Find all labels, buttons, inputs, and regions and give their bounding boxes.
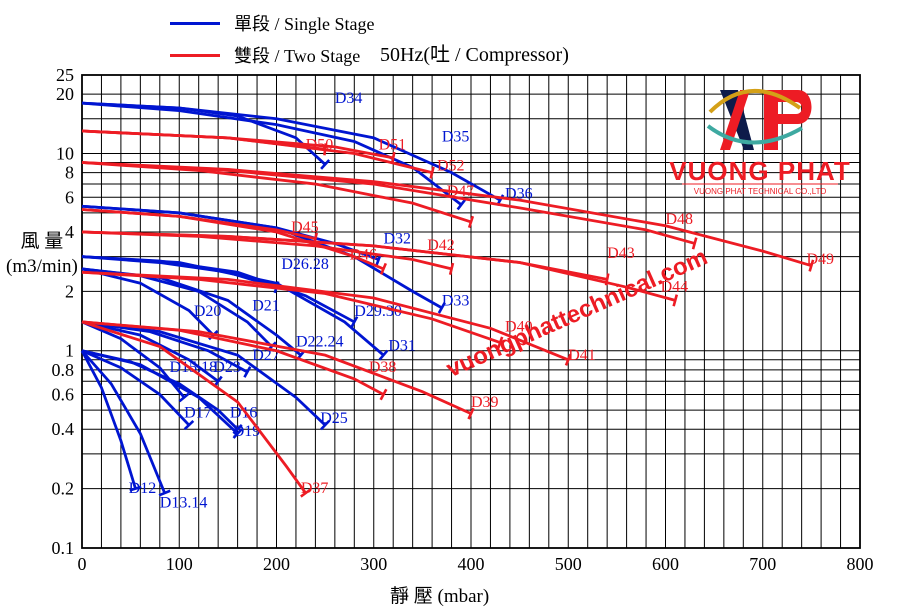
curve-label-D25: D25 — [320, 410, 348, 427]
x-tick-label: 200 — [263, 554, 290, 574]
curve-label-D34: D34 — [335, 90, 363, 107]
curve-label-D41: D41 — [568, 347, 596, 364]
y-tick-label: 10 — [56, 143, 74, 163]
curve-label-D45: D45 — [291, 219, 319, 236]
y-tick-label: 0.1 — [52, 538, 75, 558]
curve-label-D15.18: D15.18 — [170, 359, 218, 376]
y-tick-label: 25 — [56, 65, 74, 85]
curve-label-D37: D37 — [301, 480, 329, 497]
curve-label-D20: D20 — [194, 303, 222, 320]
y-axis: 0.1 0.2 0.4 0.6 0.81 2 4 6 810 2025 — [52, 65, 75, 558]
logo-line2: VUONG PHAT TECHNICAL CO.,LTD — [694, 187, 827, 196]
x-tick-label: 300 — [360, 554, 387, 574]
y-tick-label: 1 — [65, 341, 74, 361]
y-tick-label: 0.2 — [52, 479, 75, 499]
curve-label-D35: D35 — [442, 129, 470, 146]
curve-label-D51: D51 — [379, 136, 407, 153]
x-tick-label: 600 — [652, 554, 679, 574]
x-tick-label: 0 — [78, 554, 87, 574]
curve-label-D21: D21 — [252, 297, 280, 314]
curve-label-D49: D49 — [807, 251, 835, 268]
y-tick-label: 0.4 — [52, 419, 75, 439]
logo-line1: VUONG PHAT — [669, 156, 850, 186]
y-tick-label: 6 — [65, 187, 74, 207]
x-tick-label: 100 — [166, 554, 193, 574]
curve-label-D12: D12 — [129, 480, 157, 497]
curve-label-D31: D31 — [388, 338, 416, 355]
x-tick-label: 500 — [555, 554, 582, 574]
y-tick-label: 0.6 — [52, 385, 75, 405]
curve-label-D13.14: D13.14 — [160, 495, 208, 512]
chart-root: 單段 / Single Stage 雙段 / Two Stage 50Hz(吐 … — [0, 0, 900, 614]
chart-svg: 0 100 200 300 400 500 600 700 800 0.1 0.2 0.4 0.6 0.8… — [0, 0, 900, 614]
curve-label-D39: D39 — [471, 394, 499, 411]
curve-label-D16: D16 — [230, 404, 258, 421]
y-tick-label: 0.8 — [52, 360, 75, 380]
x-tick-label: 400 — [458, 554, 485, 574]
curve-label-D26.28: D26.28 — [281, 256, 329, 273]
x-tick-label: 800 — [847, 554, 874, 574]
y-tick-label: 20 — [56, 84, 74, 104]
curve-label-D23: D23 — [213, 359, 241, 376]
y-tick-label: 8 — [65, 163, 74, 183]
y-tick-label: 4 — [65, 222, 74, 242]
curve-label-D52: D52 — [437, 157, 465, 174]
curve-label-D33: D33 — [442, 292, 470, 309]
x-axis: 0 100 200 300 400 500 600 700 800 — [78, 554, 874, 574]
y-tick-label: 2 — [65, 281, 74, 301]
curve-label-D48: D48 — [666, 211, 694, 228]
curve-label-D32: D32 — [383, 230, 411, 247]
x-tick-label: 700 — [749, 554, 776, 574]
curve-label-D43: D43 — [607, 245, 635, 262]
curve-label-D22.24: D22.24 — [296, 334, 344, 351]
